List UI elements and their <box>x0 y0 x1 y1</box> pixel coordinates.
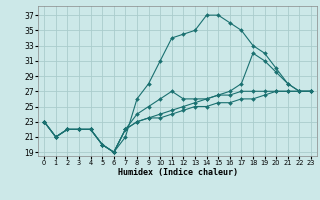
X-axis label: Humidex (Indice chaleur): Humidex (Indice chaleur) <box>118 168 238 177</box>
